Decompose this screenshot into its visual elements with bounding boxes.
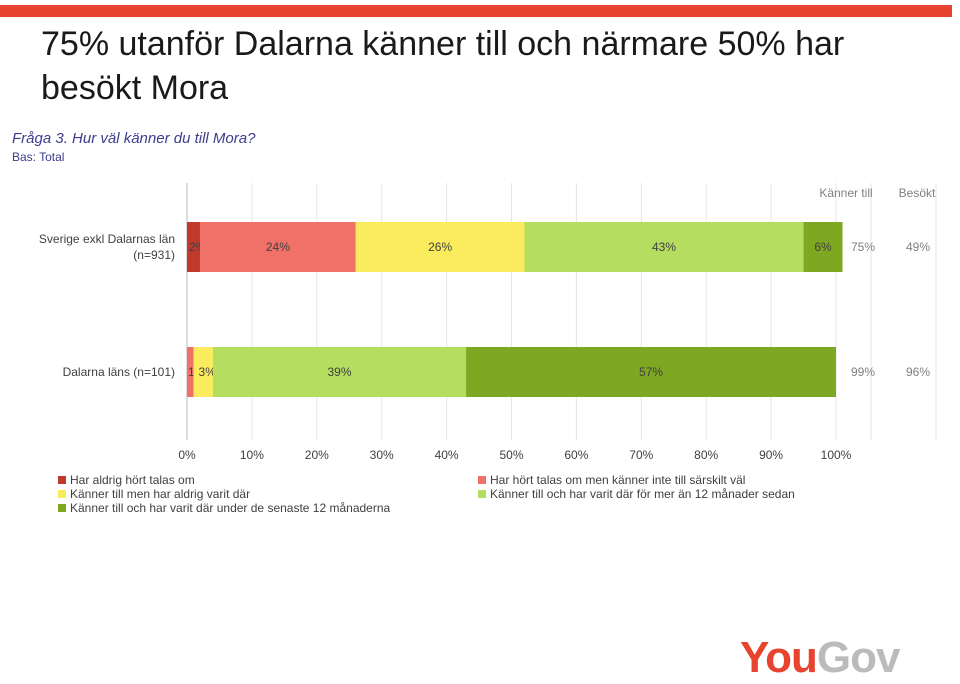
extra-column-value: 49% bbox=[906, 240, 930, 254]
legend-swatch bbox=[58, 490, 66, 498]
bar-segment bbox=[466, 347, 836, 397]
x-tick-label: 70% bbox=[629, 448, 653, 462]
bar-segment bbox=[212, 347, 467, 397]
extra-column-header: Känner till bbox=[819, 186, 872, 200]
extra-column-value: 75% bbox=[851, 240, 875, 254]
legend-label: Har hört talas om men känner inte till s… bbox=[490, 473, 746, 487]
category-label: Dalarna läns (n=101) bbox=[63, 365, 175, 379]
top-bar bbox=[0, 0, 960, 18]
x-tick-label: 0% bbox=[178, 448, 196, 462]
category-label: Sverige exkl Dalarnas län bbox=[39, 232, 175, 246]
legend-swatch bbox=[58, 476, 66, 484]
category-label: (n=931) bbox=[133, 248, 175, 262]
legend-swatch bbox=[58, 504, 66, 512]
x-tick-label: 100% bbox=[821, 448, 852, 462]
extra-column-value: 99% bbox=[851, 365, 875, 379]
x-tick-label: 40% bbox=[435, 448, 459, 462]
top-accent-bar bbox=[0, 5, 952, 17]
legend-label: Känner till och har varit där för mer än… bbox=[490, 487, 795, 501]
x-tick-label: 10% bbox=[240, 448, 264, 462]
x-tick-label: 50% bbox=[499, 448, 523, 462]
data-label: 3% bbox=[199, 365, 217, 379]
x-tick-label: 60% bbox=[564, 448, 588, 462]
data-label: 6% bbox=[814, 240, 832, 254]
data-label: 57% bbox=[639, 365, 663, 379]
bar-segment bbox=[187, 347, 194, 397]
bar-segment bbox=[187, 222, 200, 272]
question-text: Fråga 3. Hur väl känner du till Mora? bbox=[12, 130, 256, 147]
extra-column-value: 96% bbox=[906, 365, 930, 379]
data-label: 24% bbox=[266, 240, 290, 254]
legend-item: Känner till och har varit där för mer än… bbox=[478, 487, 795, 501]
x-tick-label: 80% bbox=[694, 448, 718, 462]
legend-item: Har aldrig hört talas om bbox=[58, 473, 195, 487]
bar-segment bbox=[199, 222, 356, 272]
base-text: Bas: Total bbox=[12, 150, 65, 164]
legend-item: Känner till och har varit där under de s… bbox=[58, 501, 390, 515]
bar-segment bbox=[524, 222, 804, 272]
logo-part-you: You bbox=[740, 633, 818, 682]
data-label: 43% bbox=[652, 240, 676, 254]
bar-segment bbox=[355, 222, 525, 272]
legend-item: Känner till men har aldrig varit där bbox=[58, 487, 250, 501]
legend-label: Känner till och har varit där under de s… bbox=[70, 501, 391, 515]
x-tick-label: 20% bbox=[305, 448, 329, 462]
data-label: 39% bbox=[327, 365, 351, 379]
data-label: 26% bbox=[428, 240, 452, 254]
bar-segment bbox=[803, 222, 843, 272]
legend-item: Har hört talas om men känner inte till s… bbox=[478, 473, 745, 487]
logo-part-gov: Gov bbox=[816, 633, 901, 682]
page-title: 75% utanför Dalarna känner till och närm… bbox=[41, 25, 845, 107]
x-tick-label: 30% bbox=[370, 448, 394, 462]
legend-label: Har aldrig hört talas om bbox=[70, 473, 195, 487]
yougov-logo: YouGov bbox=[740, 632, 901, 684]
legend-label: Känner till men har aldrig varit där bbox=[70, 487, 251, 501]
legend-swatch bbox=[478, 476, 486, 484]
legend-swatch bbox=[478, 490, 486, 498]
bar-segment bbox=[193, 347, 213, 397]
extra-column-header: Besökt bbox=[899, 186, 936, 200]
x-tick-label: 90% bbox=[759, 448, 783, 462]
